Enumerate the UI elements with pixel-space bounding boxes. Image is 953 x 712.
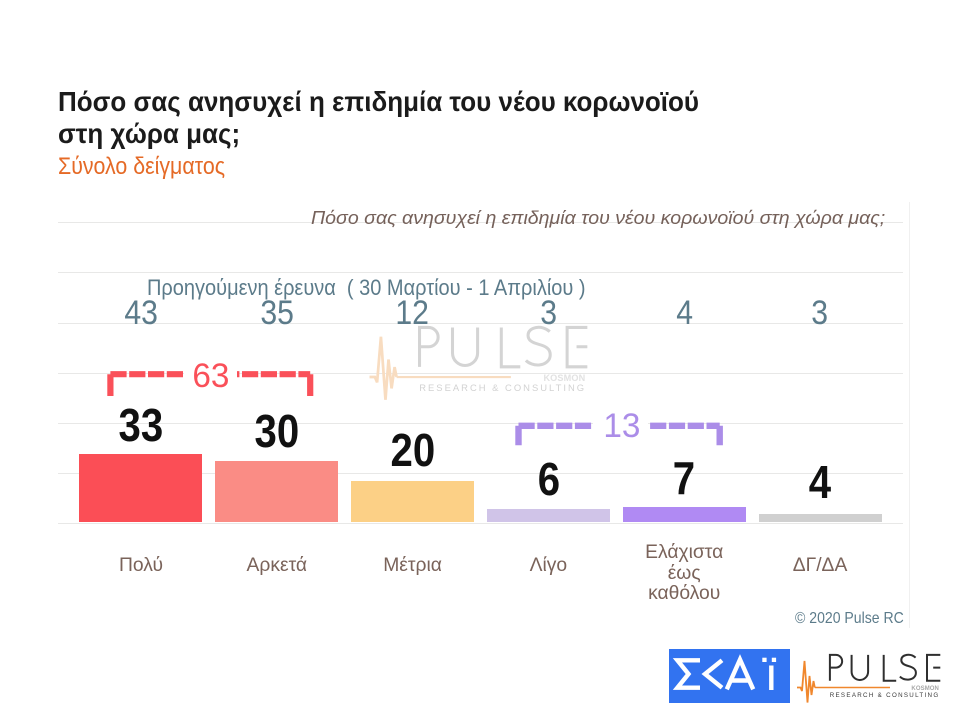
svg-text:KOSMON: KOSMON bbox=[543, 373, 585, 383]
svg-text:RESEARCH & CONSULTING: RESEARCH & CONSULTING bbox=[419, 382, 586, 393]
svg-text:KOSMON: KOSMON bbox=[911, 686, 939, 692]
svg-text:RESEARCH & CONSULTING: RESEARCH & CONSULTING bbox=[830, 692, 940, 699]
